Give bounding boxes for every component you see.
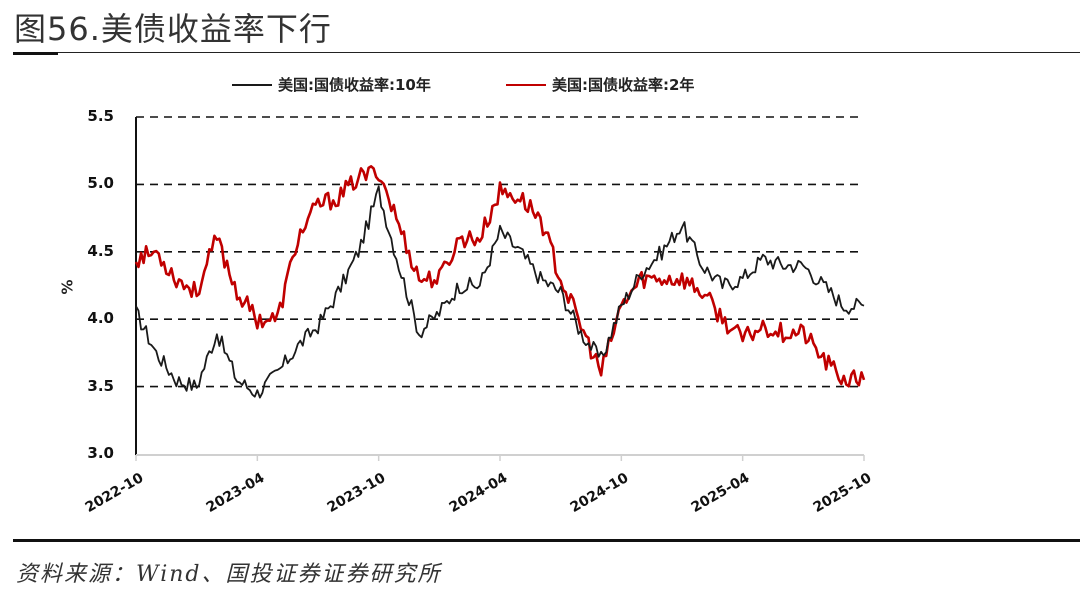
legend-label-10y: 美国:国债收益率:10年 — [278, 76, 431, 94]
y-tick-label: 5.0 — [87, 174, 114, 193]
y-tick-label: 4.0 — [87, 309, 114, 328]
figure-title: 图56.美债收益率下行 — [14, 10, 332, 48]
y-axis-label: % — [58, 279, 77, 295]
y-tick-label: 5.5 — [87, 107, 114, 125]
y-tick-label: 4.5 — [87, 241, 114, 260]
gridlines — [136, 116, 864, 388]
source-note: 资料来源：Wind、国投证券证券研究所 — [16, 562, 442, 587]
x-axis-ticks — [135, 455, 865, 461]
title-divider-accent — [13, 52, 58, 55]
footer-divider — [13, 539, 1080, 542]
title-divider — [13, 52, 1080, 53]
legend-swatch-2y — [506, 83, 546, 86]
series-line-2y — [134, 165, 866, 388]
series-line-10y — [135, 185, 865, 399]
y-tick-label: 3.0 — [87, 444, 114, 462]
legend-swatch-10y — [232, 83, 272, 86]
legend-label-2y: 美国:国债收益率:2年 — [552, 76, 695, 94]
legend-item-2y: 美国:国债收益率:2年 — [506, 74, 694, 95]
y-tick-label: 3.5 — [87, 376, 114, 395]
chart-legend: 美国:国债收益率:10年 美国:国债收益率:2年 — [0, 74, 1080, 98]
legend-item-10y: 美国:国债收益率:10年 — [232, 74, 431, 95]
